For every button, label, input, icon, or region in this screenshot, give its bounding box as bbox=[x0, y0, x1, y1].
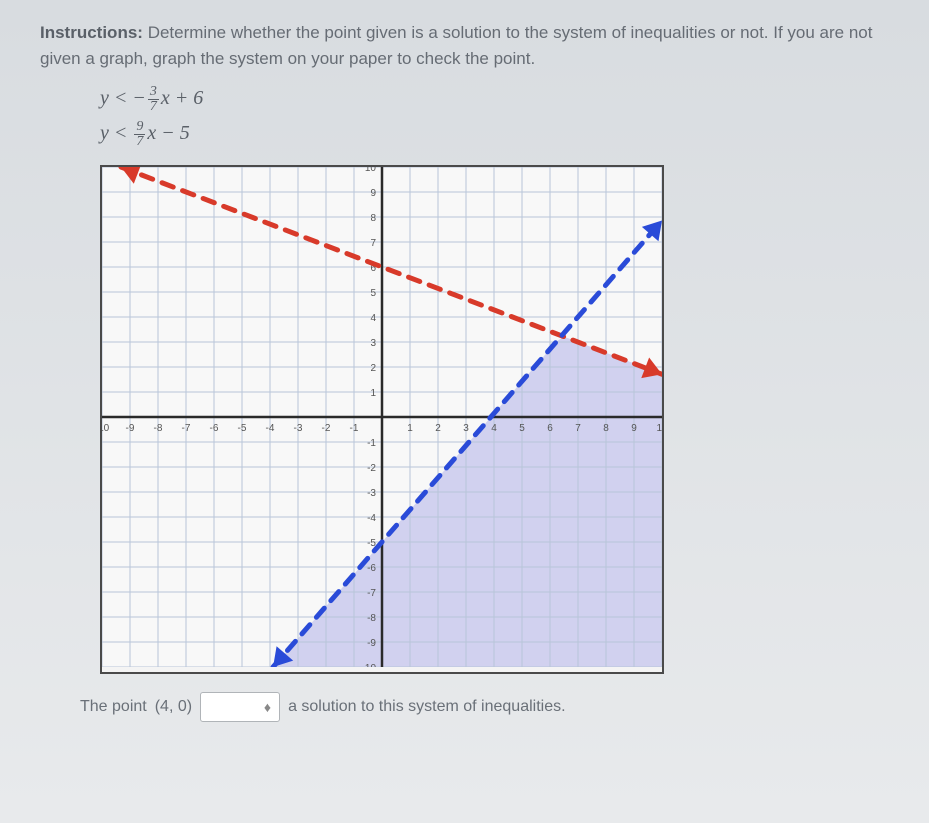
svg-text:-1: -1 bbox=[367, 438, 376, 449]
svg-text:1: 1 bbox=[370, 388, 376, 399]
svg-text:-3: -3 bbox=[294, 423, 303, 434]
svg-text:4: 4 bbox=[370, 313, 376, 324]
answer-select[interactable]: ♦ bbox=[200, 692, 280, 722]
svg-text:-5: -5 bbox=[238, 423, 247, 434]
coordinate-graph: -10 -9 -8 -7 -6 -5 -4 -3 -2 -1 1 2 3 4 5 6 7 8 9 10 -10 -9 -8 -… bbox=[102, 167, 662, 667]
svg-text:10: 10 bbox=[365, 167, 377, 174]
svg-text:3: 3 bbox=[370, 338, 376, 349]
svg-text:-2: -2 bbox=[322, 423, 331, 434]
svg-text:4: 4 bbox=[491, 423, 497, 434]
graph-container: -10 -9 -8 -7 -6 -5 -4 -3 -2 -1 1 2 3 4 5 6 7 8 9 10 -10 -9 -8 -… bbox=[100, 165, 664, 674]
svg-text:-8: -8 bbox=[367, 613, 376, 624]
svg-text:-10: -10 bbox=[102, 423, 110, 434]
answer-point: (4, 0) bbox=[155, 698, 192, 716]
chevron-icon: ♦ bbox=[264, 699, 271, 715]
inequality-1: y < −37x + 6 bbox=[100, 85, 889, 114]
svg-text:-6: -6 bbox=[210, 423, 219, 434]
svg-text:-2: -2 bbox=[367, 463, 376, 474]
svg-text:9: 9 bbox=[370, 188, 376, 199]
svg-text:9: 9 bbox=[631, 423, 637, 434]
svg-text:-7: -7 bbox=[367, 588, 376, 599]
svg-text:5: 5 bbox=[370, 288, 376, 299]
svg-text:8: 8 bbox=[603, 423, 609, 434]
svg-text:-7: -7 bbox=[182, 423, 191, 434]
svg-text:3: 3 bbox=[463, 423, 469, 434]
inequality-2: y < 97x − 5 bbox=[100, 120, 889, 149]
svg-text:6: 6 bbox=[547, 423, 553, 434]
svg-text:-6: -6 bbox=[367, 563, 376, 574]
svg-text:5: 5 bbox=[519, 423, 525, 434]
svg-text:8: 8 bbox=[370, 213, 376, 224]
answer-prefix: The point bbox=[80, 698, 147, 716]
answer-suffix: a solution to this system of inequalitie… bbox=[288, 698, 565, 716]
svg-text:2: 2 bbox=[370, 363, 376, 374]
svg-text:-1: -1 bbox=[350, 423, 359, 434]
svg-text:7: 7 bbox=[370, 238, 376, 249]
svg-text:10: 10 bbox=[656, 423, 662, 434]
svg-text:-10: -10 bbox=[362, 663, 377, 667]
instructions-label: Instructions: bbox=[40, 23, 143, 42]
svg-text:-4: -4 bbox=[367, 513, 376, 524]
svg-text:1: 1 bbox=[407, 423, 413, 434]
svg-text:-9: -9 bbox=[367, 638, 376, 649]
svg-text:-9: -9 bbox=[126, 423, 135, 434]
instructions-text: Instructions: Determine whether the poin… bbox=[40, 20, 889, 71]
instructions-body: Determine whether the point given is a s… bbox=[40, 23, 872, 68]
svg-text:-4: -4 bbox=[266, 423, 275, 434]
svg-text:2: 2 bbox=[435, 423, 441, 434]
svg-text:7: 7 bbox=[575, 423, 581, 434]
answer-row: The point (4, 0) ♦ a solution to this sy… bbox=[80, 692, 889, 722]
svg-text:-8: -8 bbox=[154, 423, 163, 434]
svg-text:-3: -3 bbox=[367, 488, 376, 499]
